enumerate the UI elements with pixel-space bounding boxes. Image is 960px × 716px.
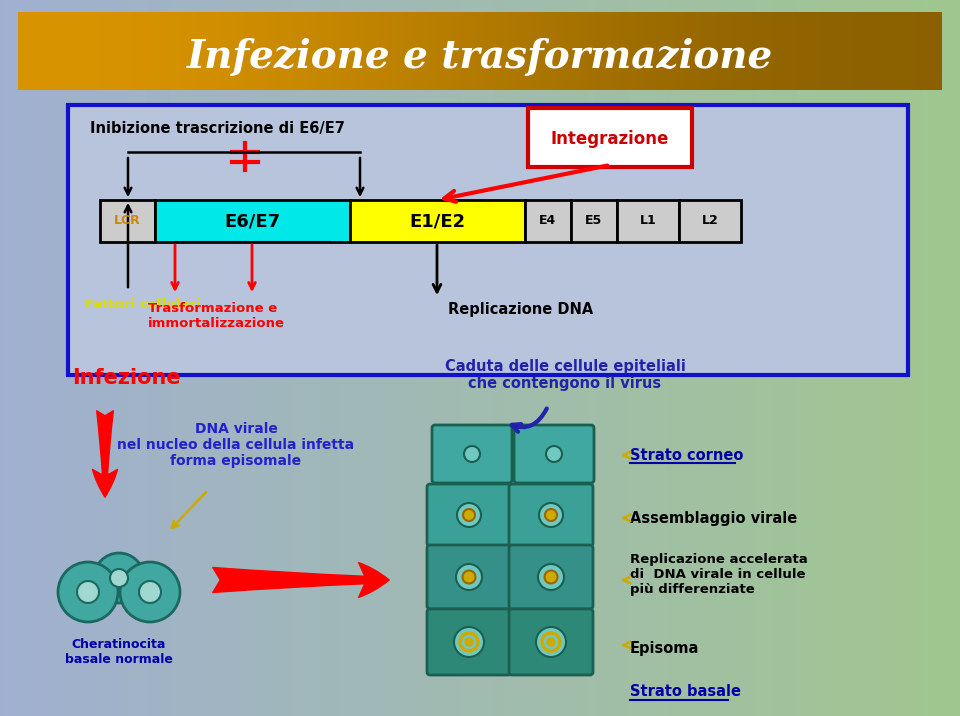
Text: Integrazione: Integrazione bbox=[551, 130, 669, 148]
Circle shape bbox=[465, 638, 473, 646]
FancyBboxPatch shape bbox=[100, 200, 155, 242]
Text: Fattori cellulari: Fattori cellulari bbox=[85, 298, 201, 311]
FancyBboxPatch shape bbox=[528, 108, 692, 167]
Text: L2: L2 bbox=[702, 215, 718, 228]
FancyBboxPatch shape bbox=[432, 425, 512, 483]
Circle shape bbox=[110, 569, 128, 587]
FancyBboxPatch shape bbox=[509, 609, 593, 675]
Text: E6/E7: E6/E7 bbox=[224, 212, 280, 230]
Circle shape bbox=[546, 446, 562, 462]
Circle shape bbox=[547, 638, 555, 646]
Circle shape bbox=[538, 564, 564, 590]
Text: DNA virale
nel nucleo della cellula infetta
forma episomale: DNA virale nel nucleo della cellula infe… bbox=[117, 422, 354, 468]
Text: Assemblaggio virale: Assemblaggio virale bbox=[630, 511, 797, 526]
Text: E1/E2: E1/E2 bbox=[409, 212, 465, 230]
Text: Replicazione DNA: Replicazione DNA bbox=[448, 302, 593, 317]
FancyBboxPatch shape bbox=[427, 484, 511, 546]
Circle shape bbox=[94, 553, 144, 603]
Text: Strato basale: Strato basale bbox=[630, 684, 741, 700]
Text: L1: L1 bbox=[639, 215, 657, 228]
Circle shape bbox=[544, 571, 558, 584]
Text: Episoma: Episoma bbox=[630, 641, 700, 656]
FancyBboxPatch shape bbox=[571, 200, 617, 242]
Circle shape bbox=[456, 564, 482, 590]
Text: Infezione e trasformazione: Infezione e trasformazione bbox=[187, 38, 773, 76]
Text: LCR: LCR bbox=[113, 215, 140, 228]
FancyBboxPatch shape bbox=[617, 200, 679, 242]
Circle shape bbox=[58, 562, 118, 622]
Circle shape bbox=[464, 446, 480, 462]
Circle shape bbox=[463, 571, 475, 584]
FancyBboxPatch shape bbox=[68, 105, 908, 375]
Circle shape bbox=[536, 627, 566, 657]
Text: Inibizione trascrizione di E6/E7: Inibizione trascrizione di E6/E7 bbox=[90, 120, 345, 135]
Circle shape bbox=[539, 503, 563, 527]
Circle shape bbox=[545, 509, 557, 521]
Circle shape bbox=[457, 503, 481, 527]
Text: Replicazione accelerata
di  DNA virale in cellule
più differenziate: Replicazione accelerata di DNA virale in… bbox=[630, 553, 807, 596]
Text: Infezione: Infezione bbox=[72, 368, 180, 388]
Circle shape bbox=[454, 627, 484, 657]
Text: Trasformazione e
immortalizzazione: Trasformazione e immortalizzazione bbox=[148, 302, 285, 330]
Text: Caduta delle cellule epiteliali
che contengono il virus: Caduta delle cellule epiteliali che cont… bbox=[444, 359, 685, 391]
Text: E4: E4 bbox=[540, 215, 557, 228]
FancyBboxPatch shape bbox=[679, 200, 741, 242]
FancyBboxPatch shape bbox=[427, 545, 511, 609]
Text: Strato corneo: Strato corneo bbox=[630, 448, 743, 463]
Circle shape bbox=[139, 581, 161, 603]
FancyBboxPatch shape bbox=[514, 425, 594, 483]
FancyBboxPatch shape bbox=[525, 200, 571, 242]
Circle shape bbox=[120, 562, 180, 622]
Text: E5: E5 bbox=[586, 215, 603, 228]
FancyBboxPatch shape bbox=[509, 545, 593, 609]
FancyBboxPatch shape bbox=[509, 484, 593, 546]
Circle shape bbox=[77, 581, 99, 603]
FancyBboxPatch shape bbox=[155, 200, 350, 242]
FancyBboxPatch shape bbox=[427, 609, 511, 675]
FancyBboxPatch shape bbox=[350, 200, 525, 242]
Text: Cheratinocita
basale normale: Cheratinocita basale normale bbox=[65, 638, 173, 666]
Circle shape bbox=[463, 509, 475, 521]
